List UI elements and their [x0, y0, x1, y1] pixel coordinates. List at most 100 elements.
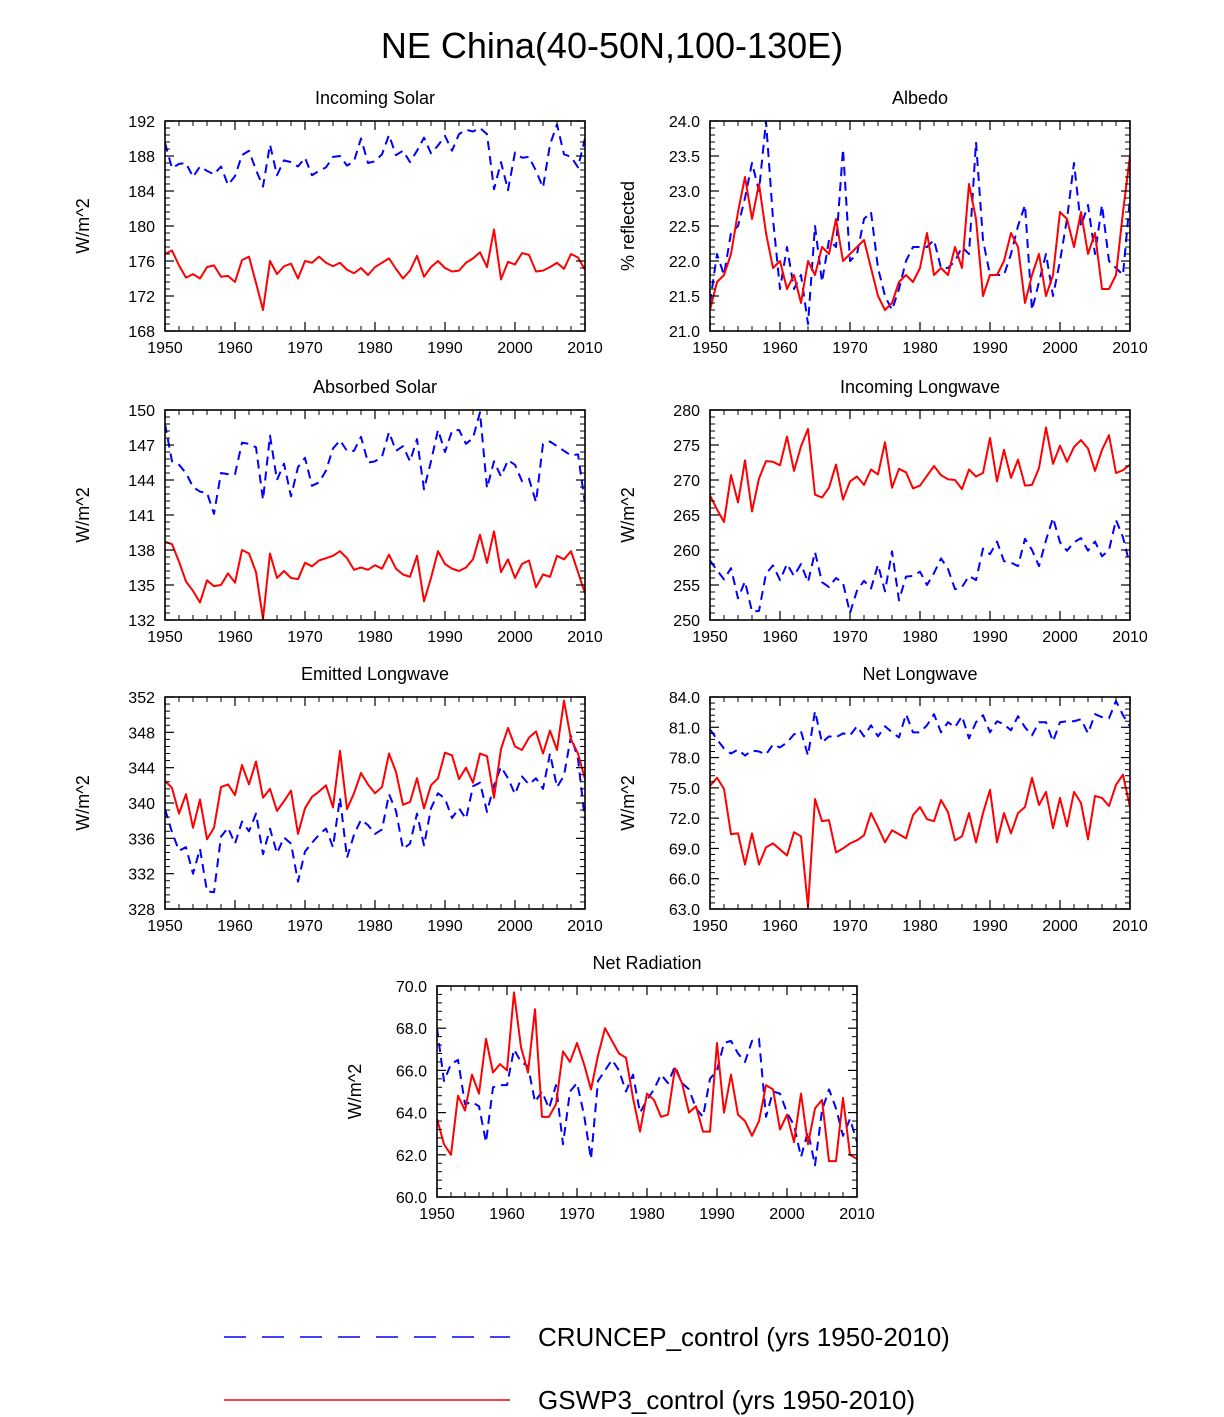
plot-frame	[436, 985, 858, 1198]
y-tick-label: 63.0	[669, 902, 700, 919]
x-tick-label: 1990	[972, 340, 1008, 357]
x-tick-label: 1980	[357, 918, 393, 935]
y-tick-label: 68.0	[396, 1021, 427, 1038]
x-tick-label: 2000	[769, 1206, 805, 1223]
y-tick-label: 66.0	[396, 1063, 427, 1080]
y-tick-label: 72.0	[669, 811, 700, 828]
x-tick-label: 1970	[287, 629, 323, 646]
series-line-cruncep-control	[710, 121, 1130, 325]
y-tick-label: 24.0	[669, 114, 700, 131]
y-tick-label: 141	[128, 508, 155, 525]
panel-title: Incoming Solar	[315, 88, 435, 108]
x-tick-label: 2000	[1042, 918, 1078, 935]
x-tick-label: 2010	[839, 1206, 875, 1223]
x-tick-label: 1990	[427, 629, 463, 646]
x-tick-label: 2010	[1112, 629, 1148, 646]
y-tick-label: 336	[128, 831, 155, 848]
y-tick-label: 328	[128, 902, 155, 919]
x-tick-label: 1970	[287, 918, 323, 935]
x-tick-label: 1950	[419, 1206, 455, 1223]
x-tick-label: 1980	[902, 918, 938, 935]
y-tick-label: 135	[128, 578, 155, 595]
x-tick-label: 2010	[567, 629, 603, 646]
x-tick-label: 1970	[832, 629, 868, 646]
y-tick-label: 132	[128, 613, 155, 630]
plot-frame	[709, 696, 1131, 910]
y-tick-label: 348	[128, 725, 155, 742]
x-tick-label: 1980	[357, 340, 393, 357]
y-tick-label: 180	[128, 219, 155, 236]
y-tick-label: 188	[128, 149, 155, 166]
x-tick-label: 1960	[217, 340, 253, 357]
panel-title: Emitted Longwave	[301, 664, 449, 684]
y-tick-label: 21.0	[669, 324, 700, 341]
x-tick-label: 1990	[972, 629, 1008, 646]
y-tick-label: 344	[128, 761, 155, 778]
x-tick-label: 2010	[567, 918, 603, 935]
plot-frame	[164, 120, 586, 332]
x-tick-label: 2000	[1042, 629, 1078, 646]
y-axis-label: W/m^2	[618, 487, 638, 542]
y-tick-label: 332	[128, 867, 155, 884]
y-tick-label: 70.0	[396, 979, 427, 996]
panel-net-radiation: 1950 1960 1970 1980 1990 2000 2010 60.0 62.0 64.0…	[345, 953, 875, 1223]
plot-frame	[164, 696, 586, 910]
panel-title: Absorbed Solar	[313, 377, 437, 397]
series-line-gswp3-control	[710, 426, 1130, 523]
x-tick-label: 1950	[147, 629, 183, 646]
y-tick-label: 192	[128, 114, 155, 131]
y-tick-label: 352	[128, 690, 155, 707]
legend-label-gswp3: GSWP3_control (yrs 1950-2010)	[538, 1385, 915, 1415]
panel-title: Net Radiation	[592, 953, 701, 973]
y-tick-label: 138	[128, 543, 155, 560]
series-line-gswp3-control	[710, 773, 1130, 908]
x-tick-label: 1970	[559, 1206, 595, 1223]
x-tick-label: 1970	[832, 340, 868, 357]
x-tick-label: 1990	[972, 918, 1008, 935]
x-tick-label: 1950	[692, 918, 728, 935]
panel-title: Net Longwave	[862, 664, 977, 684]
y-tick-label: 66.0	[669, 872, 700, 889]
panel-incoming-longwave: 1950 1960 1970 1980 1990 2000 2010 250 255 260 265…	[618, 377, 1148, 646]
x-tick-label: 2010	[1112, 340, 1148, 357]
x-tick-label: 1980	[902, 629, 938, 646]
x-tick-label: 1960	[762, 629, 798, 646]
legend-label-cruncep: CRUNCEP_control (yrs 1950-2010)	[538, 1322, 950, 1352]
y-tick-label: 22.0	[669, 254, 700, 271]
figure-title: NE China(40-50N,100-130E)	[381, 25, 843, 66]
y-tick-label: 22.5	[669, 219, 700, 236]
y-tick-label: 78.0	[669, 751, 700, 768]
x-tick-label: 1960	[217, 918, 253, 935]
y-tick-label: 81.0	[669, 720, 700, 737]
y-tick-label: 147	[128, 438, 155, 455]
x-tick-label: 1990	[699, 1206, 735, 1223]
legend: CRUNCEP_control (yrs 1950-2010) GSWP3_co…	[224, 1322, 950, 1415]
x-tick-label: 1950	[147, 340, 183, 357]
y-axis-label: W/m^2	[73, 775, 93, 830]
y-tick-label: 69.0	[669, 841, 700, 858]
y-tick-label: 168	[128, 324, 155, 341]
y-tick-label: 184	[128, 184, 155, 201]
x-tick-label: 2000	[497, 340, 533, 357]
y-tick-label: 176	[128, 254, 155, 271]
series-line-gswp3-control	[165, 699, 585, 841]
x-tick-label: 1950	[692, 629, 728, 646]
y-tick-label: 280	[673, 403, 700, 420]
y-tick-label: 84.0	[669, 690, 700, 707]
y-tick-label: 75.0	[669, 781, 700, 798]
y-axis-label: W/m^2	[345, 1064, 365, 1119]
series-line-gswp3-control	[165, 228, 585, 311]
series-line-cruncep-control	[710, 700, 1130, 757]
x-tick-label: 1980	[357, 629, 393, 646]
panel-title: Albedo	[892, 88, 948, 108]
y-axis-label: W/m^2	[73, 198, 93, 253]
series-line-cruncep-control	[165, 411, 585, 515]
series-line-cruncep-control	[710, 516, 1130, 614]
y-tick-label: 21.5	[669, 289, 700, 306]
x-tick-label: 1950	[692, 340, 728, 357]
x-tick-label: 1990	[427, 340, 463, 357]
x-tick-label: 2000	[1042, 340, 1078, 357]
panel-title: Incoming Longwave	[840, 377, 1000, 397]
y-tick-label: 255	[673, 578, 700, 595]
